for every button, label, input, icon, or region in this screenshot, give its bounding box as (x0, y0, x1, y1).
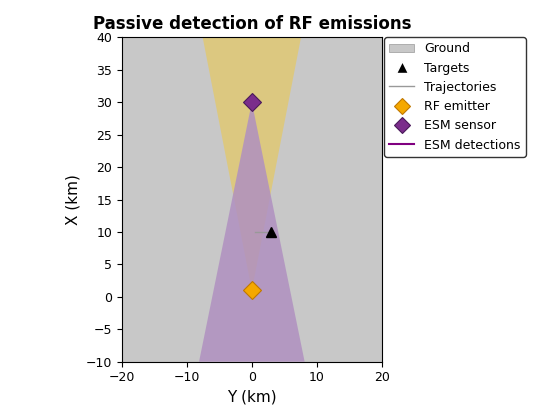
Title: Passive detection of RF emissions: Passive detection of RF emissions (92, 15, 411, 33)
Y-axis label: X (km): X (km) (66, 174, 81, 225)
Polygon shape (199, 102, 305, 362)
Polygon shape (203, 37, 301, 290)
X-axis label: Y (km): Y (km) (227, 390, 277, 405)
Legend: Ground, Targets, Trajectories, RF emitter, ESM sensor, ESM detections: Ground, Targets, Trajectories, RF emitte… (384, 37, 526, 157)
